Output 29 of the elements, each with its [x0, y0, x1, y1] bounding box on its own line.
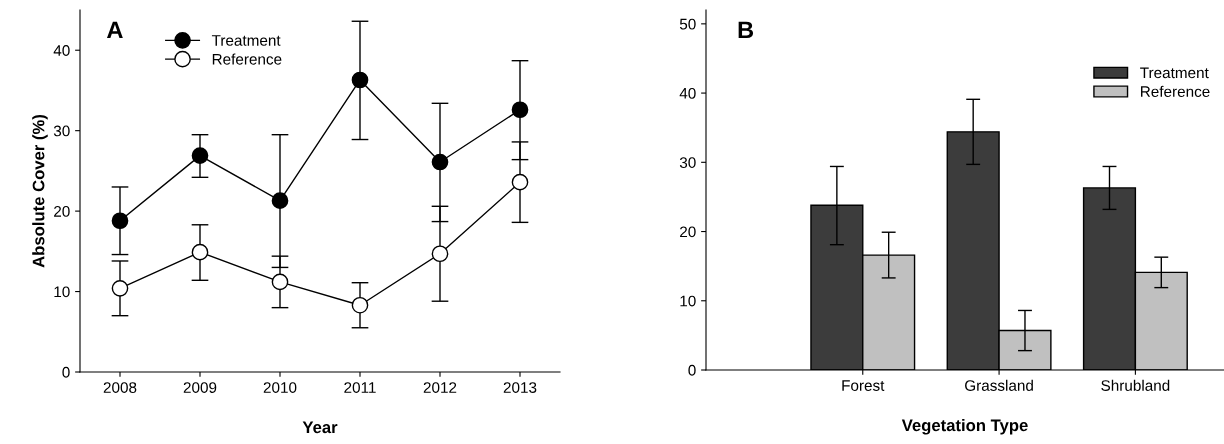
- x-tick-label: Forest: [842, 380, 885, 391]
- y-tick-label: 10: [54, 286, 70, 298]
- legend-label: Treatment: [1140, 67, 1209, 79]
- y-tick-label: 50: [679, 18, 696, 30]
- annotation: A: [106, 21, 123, 38]
- y-tick-label: 40: [679, 87, 696, 99]
- y-tick-label: 30: [679, 157, 696, 168]
- legend-label: Reference: [212, 53, 282, 65]
- y-axis-title: Absolute Cover (%): [32, 114, 48, 268]
- x-tick-label: 2009: [183, 382, 217, 393]
- y-tick-label: 20: [680, 226, 696, 238]
- y-tick-label: 20: [54, 205, 70, 217]
- x-tick-label: 2011: [344, 382, 376, 393]
- y-tick-label: 10: [680, 295, 696, 307]
- y-tick-label: 0: [688, 364, 696, 376]
- x-tick-label: 2013: [503, 382, 537, 393]
- y-tick-label: 40: [53, 45, 70, 56]
- y-tick-label: 0: [62, 366, 70, 378]
- x-axis-title: Year: [302, 421, 338, 434]
- x-axis-title: Vegetation Type: [901, 418, 1028, 435]
- x-tick-label: 2010: [263, 382, 297, 393]
- legend-label: Reference: [1141, 85, 1210, 97]
- legend-label: Treatment: [211, 35, 281, 46]
- x-tick-label: Grassland: [965, 379, 1033, 391]
- x-tick-label: 2012: [423, 382, 457, 393]
- annotation: B: [738, 21, 754, 38]
- y-tick-label: 30: [53, 125, 70, 137]
- x-tick-label: 2008: [103, 382, 137, 393]
- x-tick-label: Shrubland: [1101, 379, 1170, 391]
